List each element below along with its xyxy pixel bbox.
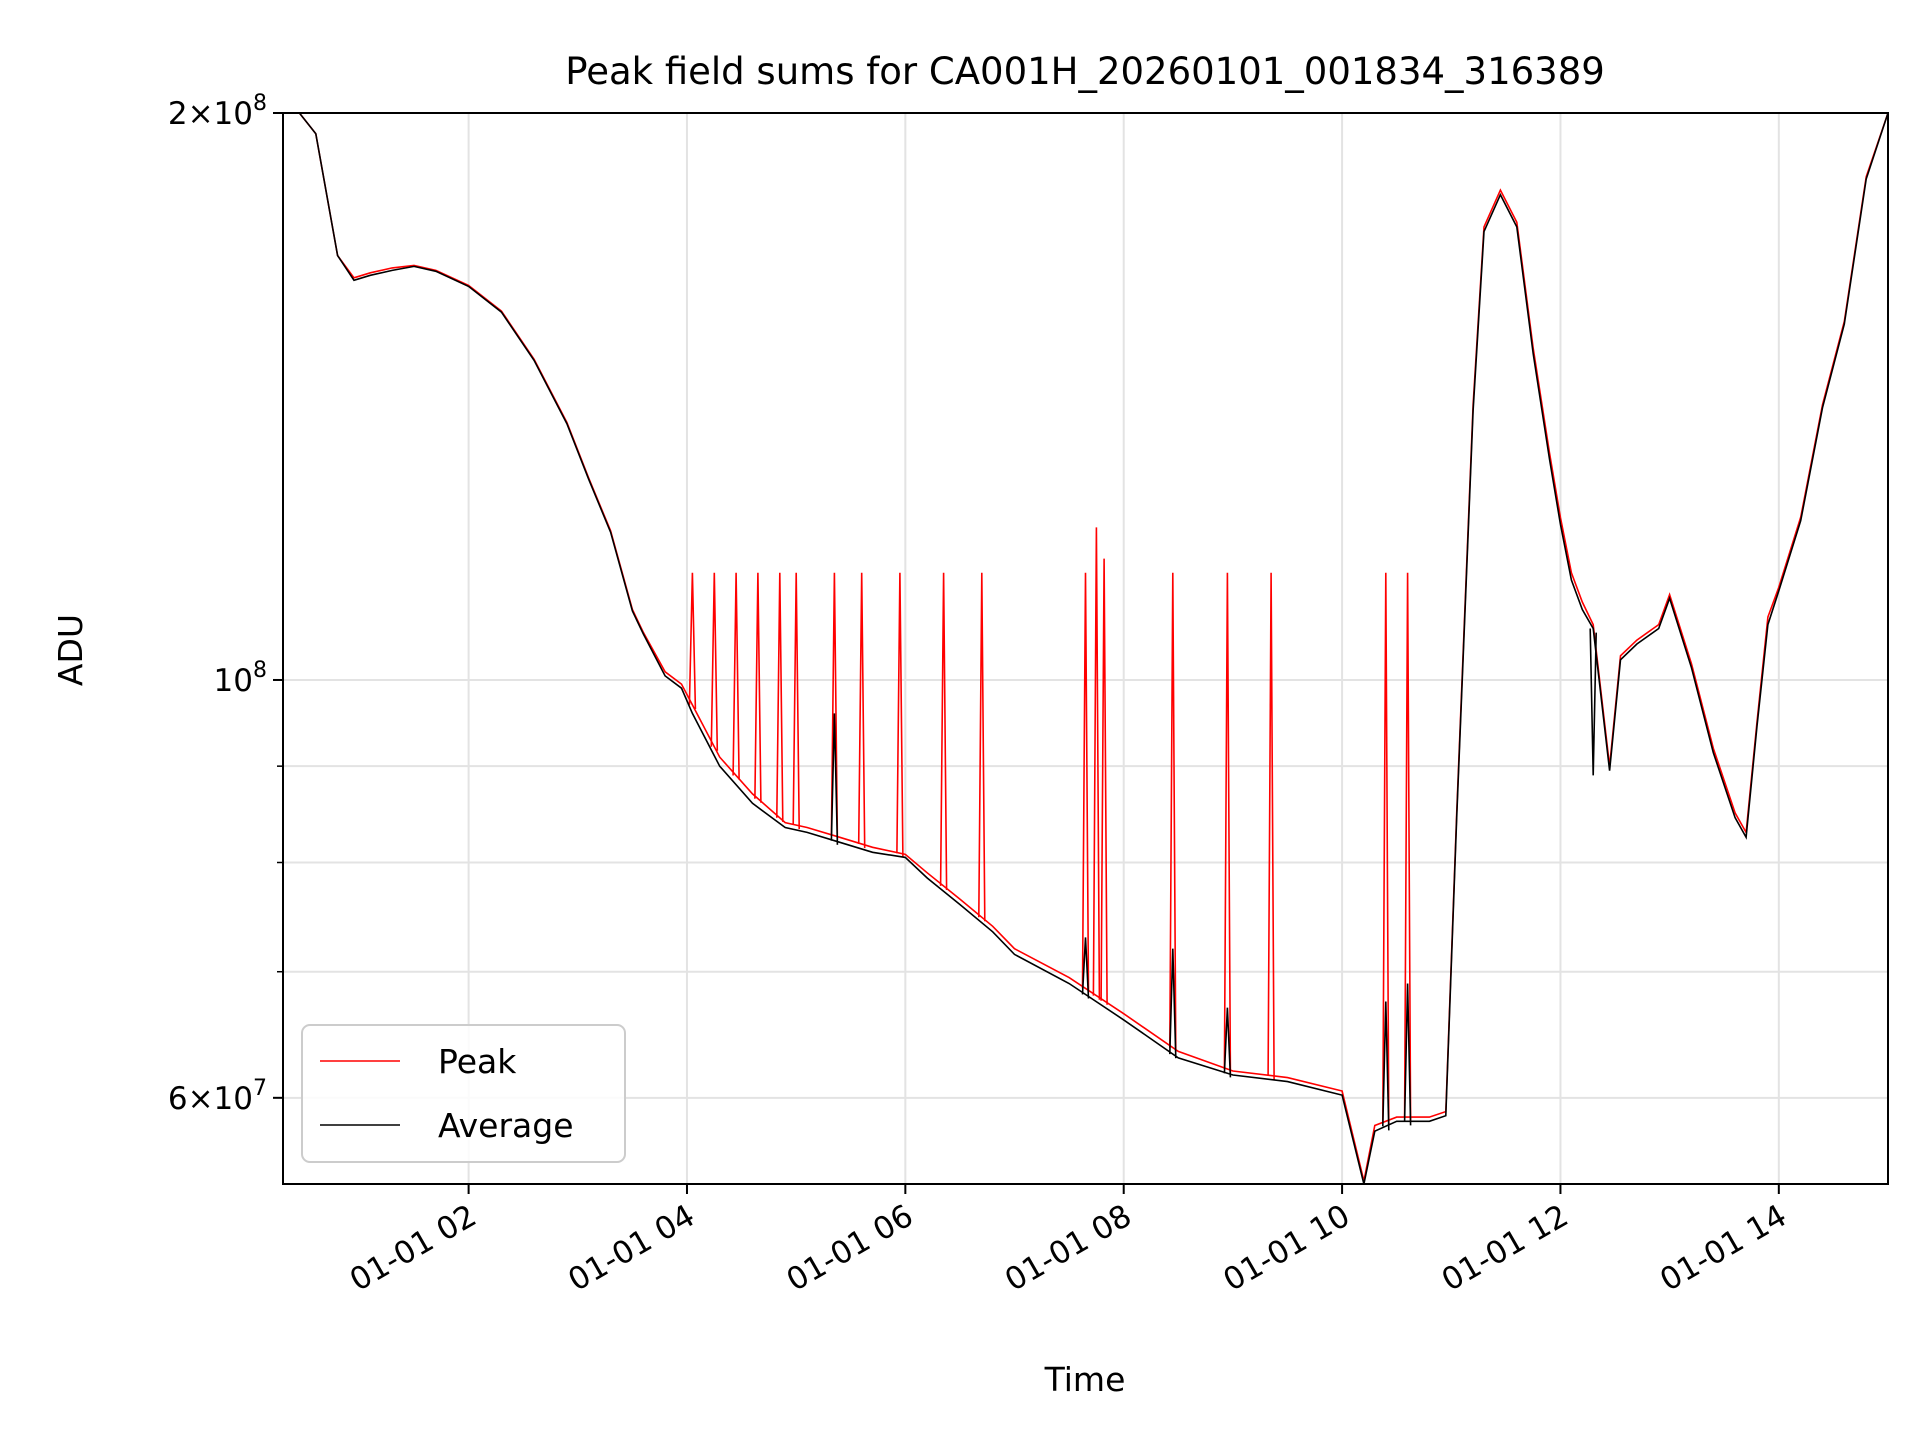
y-tick-mantissa: 2 bbox=[168, 96, 188, 132]
y-axis-label: ADU bbox=[51, 614, 90, 686]
spike-peak bbox=[1100, 558, 1108, 1005]
spike-average bbox=[1403, 983, 1412, 1126]
x-axis-label: Time bbox=[1044, 1360, 1126, 1399]
y-tick-exponent: 8 bbox=[253, 91, 267, 116]
spike-peak bbox=[978, 572, 986, 922]
spike-peak bbox=[776, 572, 784, 822]
plot-frame bbox=[282, 112, 1889, 1185]
spike-peak bbox=[688, 572, 697, 710]
plot-series bbox=[298, 112, 1889, 1185]
spike-peak bbox=[1092, 527, 1101, 1000]
y-tick-label: 108 bbox=[214, 658, 267, 699]
spike-peak bbox=[1403, 572, 1412, 1122]
spike-peak bbox=[1267, 572, 1275, 1080]
y-tick-mantissa: 6 bbox=[168, 1081, 188, 1117]
spike-peak bbox=[1169, 572, 1177, 1052]
spike-peak bbox=[754, 572, 762, 803]
spike-peak bbox=[710, 572, 719, 751]
spike-peak bbox=[792, 572, 800, 830]
y-tick-exponent: 8 bbox=[253, 658, 267, 683]
chart-title: Peak field sums for CA001H_20260101_0018… bbox=[565, 50, 1605, 93]
spike-peak bbox=[896, 572, 904, 858]
spike-peak bbox=[1223, 572, 1232, 1074]
spike-average bbox=[1169, 948, 1177, 1059]
legend: Peak Average bbox=[301, 1024, 626, 1163]
legend-average-label: Average bbox=[438, 1106, 574, 1145]
spike-peak bbox=[830, 572, 839, 840]
spike-average bbox=[1589, 628, 1597, 776]
spike-peak bbox=[732, 572, 740, 780]
y-axis-ticks: 6×107 108 2×108 bbox=[168, 91, 283, 1117]
y-tick-exponent: 7 bbox=[253, 1076, 267, 1101]
legend-peak-label: Peak bbox=[438, 1042, 517, 1081]
spike-peak bbox=[939, 572, 948, 891]
spike-peak bbox=[857, 572, 866, 849]
spike-average bbox=[1382, 1001, 1390, 1131]
spike-peak bbox=[1081, 572, 1090, 993]
y-tick-label: 6×107 bbox=[168, 1076, 267, 1117]
spike-average bbox=[830, 713, 839, 845]
series-line-average bbox=[298, 112, 1889, 1185]
spike-peak bbox=[1382, 572, 1390, 1126]
spike-average bbox=[1223, 1007, 1232, 1078]
spike-average bbox=[1081, 937, 1090, 999]
y-tick-label: 2×108 bbox=[168, 91, 267, 132]
